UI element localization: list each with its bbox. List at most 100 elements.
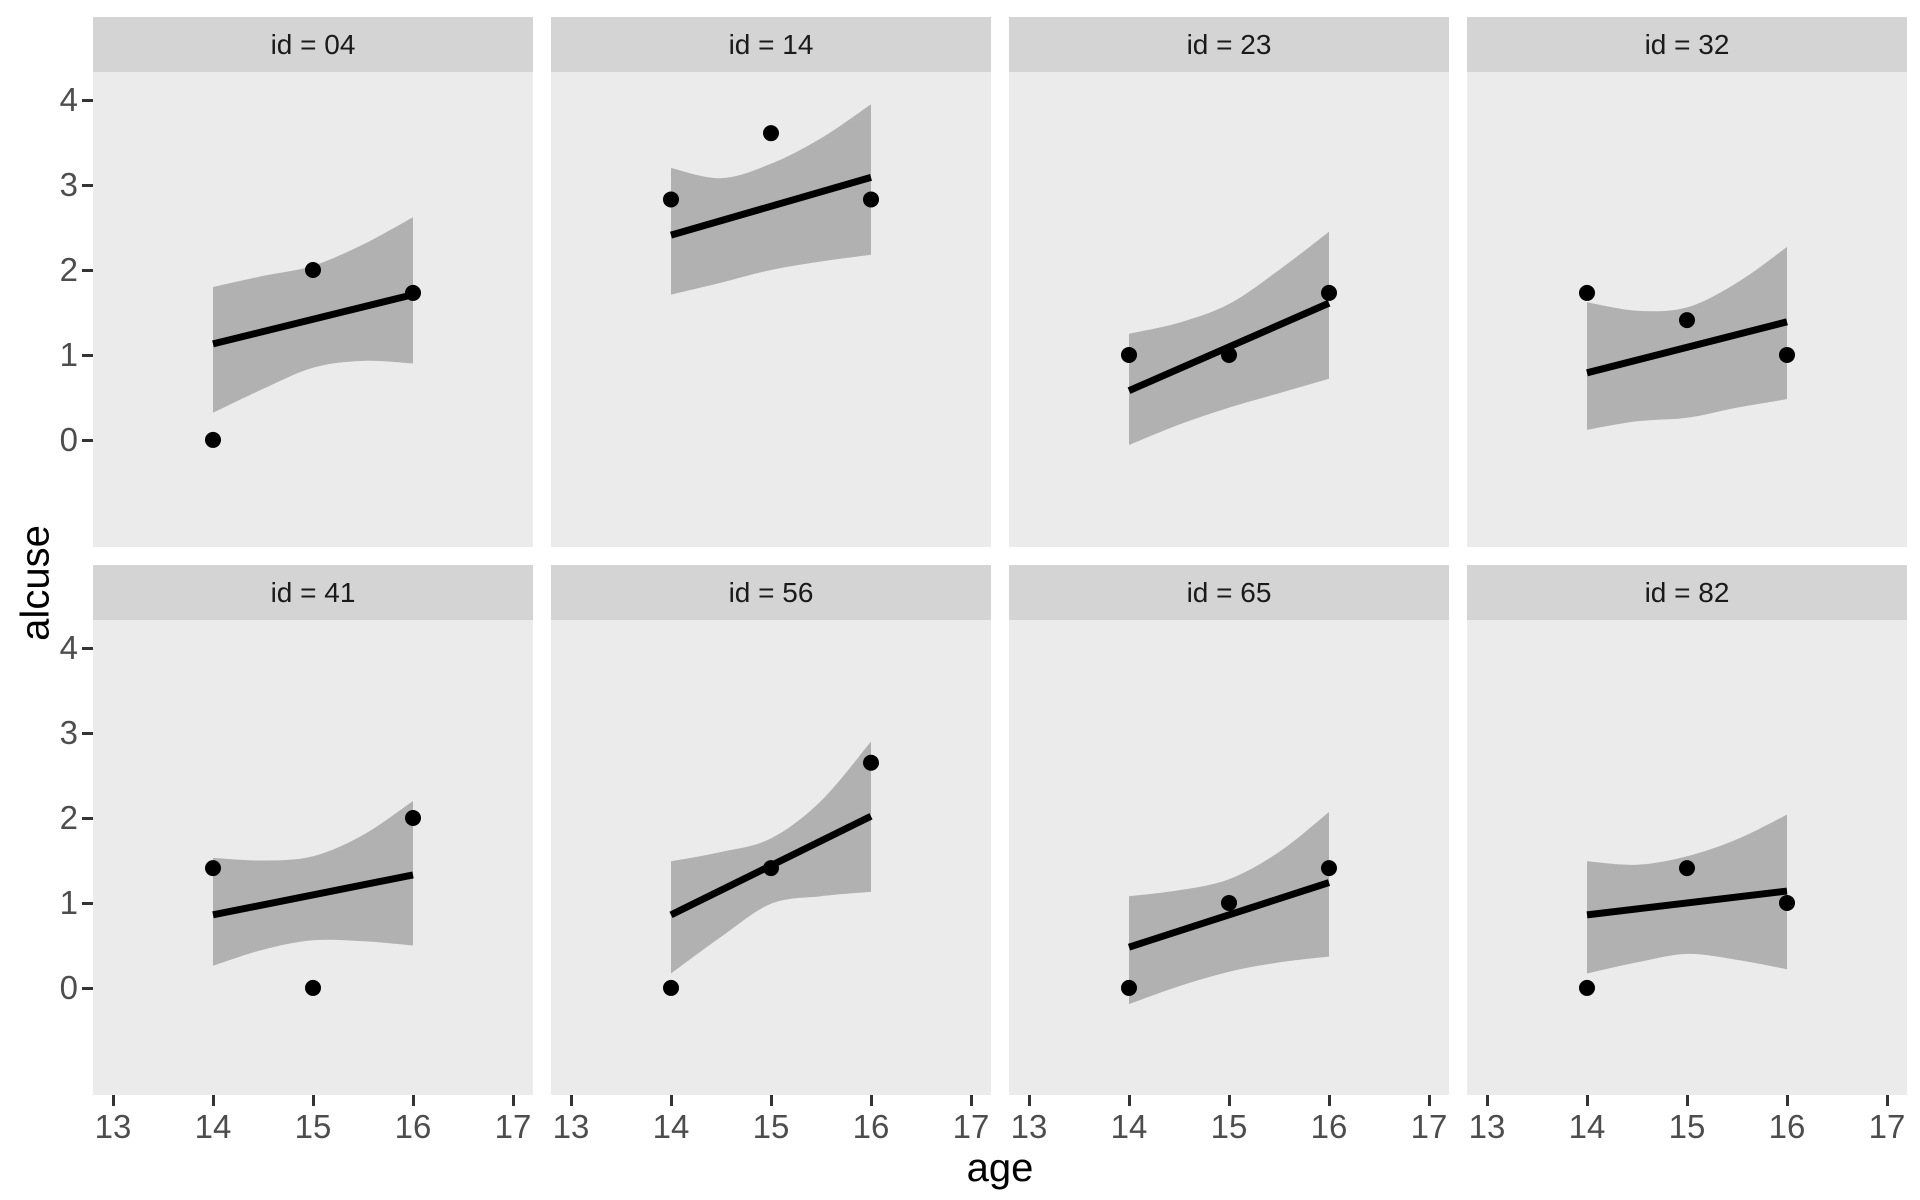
y-axis-tick [82, 353, 93, 357]
facet-strip-label: id = 82 [1644, 576, 1730, 608]
x-axis-tick-label: 17 [1868, 1108, 1906, 1145]
y-axis-tick [82, 986, 93, 990]
data-point [863, 191, 879, 208]
x-axis-tick [1786, 1095, 1789, 1106]
x-axis-tick [1486, 1095, 1489, 1106]
x-axis-tick [1228, 1095, 1231, 1106]
facet-strip: id = 65 [1009, 565, 1449, 620]
x-axis-tick-label: 14 [194, 1108, 232, 1145]
x-axis-tick [970, 1095, 973, 1106]
data-point [763, 860, 779, 877]
fit-line [212, 871, 414, 919]
x-axis-tick [1886, 1095, 1889, 1106]
facet-strip-label: id = 32 [1644, 28, 1730, 60]
facet-strip-label: id = 23 [1186, 28, 1272, 60]
confidence-ribbon [1129, 231, 1329, 445]
x-axis-tick-label: 13 [1468, 1108, 1506, 1145]
panel-canvas [205, 217, 421, 448]
data-point [1121, 979, 1137, 996]
facet-strip-label: id = 56 [728, 576, 814, 608]
panel-canvas [1121, 231, 1337, 445]
y-axis-tick-label: 2 [59, 798, 78, 836]
data-point [1121, 346, 1137, 363]
y-axis-tick [82, 438, 93, 442]
y-axis-tick-label: 2 [59, 250, 78, 288]
facet-strip: id = 14 [551, 17, 991, 72]
x-axis-tick [1328, 1095, 1331, 1106]
facet-strip-label: id = 41 [270, 576, 356, 608]
x-axis-tick [212, 1095, 215, 1106]
x-axis-tick [1586, 1095, 1589, 1106]
fit-line [1586, 887, 1788, 919]
facet-panel [1467, 72, 1907, 547]
facet-strip: id = 82 [1467, 565, 1907, 620]
x-axis-tick-label: 15 [294, 1108, 332, 1145]
x-axis-tick [512, 1095, 515, 1106]
facet-strip-label: id = 65 [1186, 576, 1272, 608]
data-point [305, 979, 321, 996]
x-axis-tick-label: 14 [1568, 1108, 1606, 1145]
x-axis-tick-label: 14 [1110, 1108, 1148, 1145]
data-point [1221, 894, 1237, 911]
facet-panel [551, 620, 991, 1095]
facet-strip-label: id = 14 [728, 28, 814, 60]
data-point [405, 284, 421, 301]
y-axis-tick [82, 816, 93, 820]
panel-canvas [663, 104, 879, 295]
facet-strip: id = 56 [551, 565, 991, 620]
y-axis-tick [82, 268, 93, 272]
fit-line [212, 291, 414, 348]
confidence-ribbon [671, 104, 871, 295]
x-axis-tick [770, 1095, 773, 1106]
data-point [1779, 346, 1795, 363]
data-point [1579, 979, 1595, 996]
facet-panel [1009, 620, 1449, 1095]
y-axis-tick-label: 0 [59, 420, 78, 458]
x-axis-tick-label: 16 [1310, 1108, 1348, 1145]
data-point [1679, 312, 1695, 329]
data-point [1321, 284, 1337, 301]
y-axis-tick-label: 4 [59, 81, 78, 119]
y-axis-tick-label: 3 [59, 714, 78, 751]
y-axis-tick-label: 1 [59, 335, 78, 373]
x-axis-tick-label: 13 [94, 1108, 132, 1145]
facet-panel [1009, 72, 1449, 547]
y-axis-tick-label: 4 [59, 629, 78, 667]
x-axis-tick [112, 1095, 115, 1106]
x-axis-tick-label: 14 [652, 1108, 690, 1145]
x-axis-tick-label: 16 [394, 1108, 432, 1145]
y-axis-tick [82, 647, 93, 651]
facet-strip: id = 32 [1467, 17, 1907, 72]
fit-line [1586, 318, 1788, 377]
x-axis-tick [312, 1095, 315, 1106]
x-axis-tick [1686, 1095, 1689, 1106]
facet-strip: id = 41 [93, 565, 533, 620]
data-point [663, 979, 679, 996]
confidence-ribbon [1587, 814, 1787, 974]
data-point [405, 809, 421, 826]
y-axis-tick [82, 901, 93, 905]
facet-panel [1467, 620, 1907, 1095]
facet-strip: id = 23 [1009, 17, 1449, 72]
confidence-ribbon [1587, 247, 1787, 430]
fit-line [1127, 879, 1331, 951]
data-point [1321, 860, 1337, 877]
data-point [1679, 860, 1695, 877]
x-axis-tick [570, 1095, 573, 1106]
panel-canvas [1121, 812, 1337, 1005]
x-axis-tick [1028, 1095, 1031, 1106]
x-axis-tick-label: 16 [852, 1108, 890, 1145]
x-axis-tick [1428, 1095, 1431, 1106]
y-axis-tick-label: 0 [59, 968, 78, 1006]
x-axis-tick-label: 15 [1668, 1108, 1706, 1145]
y-axis-tick-label: 1 [59, 883, 78, 921]
panel-canvas [205, 801, 421, 996]
x-axis-tick-label: 17 [1410, 1108, 1448, 1145]
facet-panel [551, 72, 991, 547]
data-point [205, 431, 221, 448]
data-point [1779, 894, 1795, 911]
confidence-ribbon [213, 801, 413, 966]
data-point [663, 191, 679, 208]
fit-line [1127, 299, 1331, 394]
